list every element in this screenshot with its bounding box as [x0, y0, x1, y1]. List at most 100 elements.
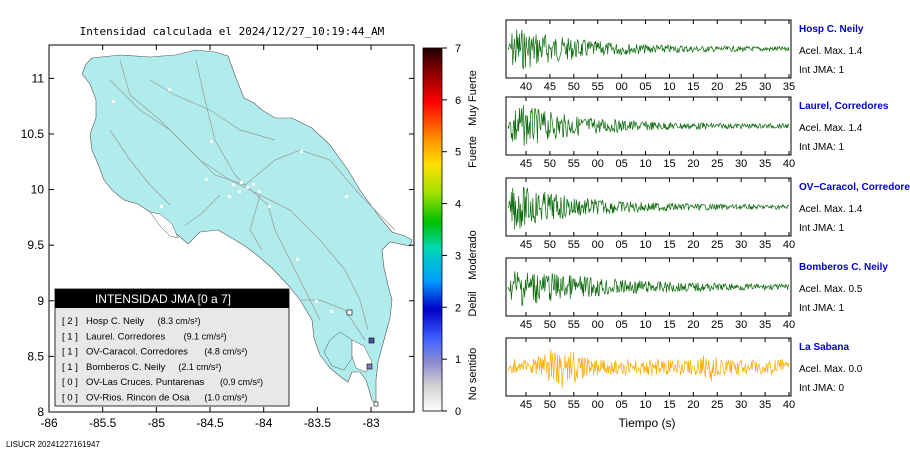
waveform-xlabel: Tiempo (s) [619, 416, 676, 430]
waveform-tick-label: 35 [783, 81, 795, 93]
colorbar-labels: Muy Fuerte Fuerte Moderado Debil No sent… [467, 70, 479, 400]
legend-item-intensity: [ 1 ] [62, 331, 78, 342]
cb-label-muy-fuerte: Muy Fuerte [467, 70, 479, 126]
waveform-tick-label: 45 [520, 239, 532, 251]
waveform-tick-label: 15 [663, 239, 675, 251]
colorbar-tick-label: 7 [455, 43, 461, 55]
waveform-jma-intensity: Int JMA: 1 [799, 142, 844, 153]
waveform-tick-label: 45 [520, 319, 532, 331]
waveform-tick-label: 55 [568, 319, 580, 331]
station-ov-caracol [346, 309, 353, 316]
waveform-station-name: OV−Caracol, Corredore [799, 182, 910, 193]
colorbar-tick-label: 1 [455, 354, 461, 366]
map-ytick-label: 10 [31, 183, 45, 197]
colorbar-tick-label: 2 [455, 302, 461, 314]
waveform-tick-label: 30 [735, 158, 747, 170]
waveform-station-name: La Sabana [799, 342, 849, 353]
waveform-tick-label: 45 [520, 158, 532, 170]
waveform-tick-label: 05 [616, 239, 628, 251]
costa-rica-landmass [81, 49, 413, 406]
waveform-tick-label: 00 [592, 319, 604, 331]
waveform-tick-label: 40 [783, 399, 795, 411]
waveform-tick-label: 10 [663, 81, 675, 93]
waveform-tick-label: 30 [759, 81, 771, 93]
map-xtick-label: -83 [362, 416, 380, 430]
colorbar-ticks: 7 6 5 4 3 2 1 0 [442, 43, 461, 418]
waveform-tick-label: 20 [687, 239, 699, 251]
waveform-frame [505, 257, 792, 317]
legend-item-intensity: [ 0 ] [62, 377, 78, 388]
waveform-tick-label: 10 [639, 239, 651, 251]
town-markers [112, 88, 348, 313]
waveform-tick-label: 20 [687, 319, 699, 331]
map-xtick-label: -83.5 [304, 416, 332, 430]
waveform-peak-accel: Acel. Max. 0.0 [799, 364, 863, 375]
legend-item-intensity: [ 1 ] [62, 362, 78, 373]
waveform-tick-label: 55 [568, 239, 580, 251]
waveform-trace [507, 186, 790, 230]
colorbar-tick-label: 4 [455, 199, 461, 211]
waveform-tick-label: 50 [568, 81, 580, 93]
waveform-tick-label: 35 [759, 399, 771, 411]
waveform-tick-label: 40 [783, 319, 795, 331]
waveform-tick-label: 10 [639, 399, 651, 411]
map-ytick-label: 8.5 [27, 349, 44, 363]
legend-item-intensity: [ 0 ] [62, 393, 78, 404]
waveform-jma-intensity: Int JMA: 1 [799, 65, 844, 76]
waveform-tick-label: 50 [544, 319, 556, 331]
intensity-legend: INTENSIDAD JMA [0 a 7] [ 2 ] Hosp C. Neil… [54, 288, 290, 407]
waveform-tick-label: 30 [735, 319, 747, 331]
waveform-tick-label: 15 [663, 319, 675, 331]
map-xtick-label: -85.5 [89, 416, 117, 430]
waveform-tick-label: 45 [544, 81, 556, 93]
map-ytick-label: 8 [37, 405, 44, 419]
waveform-trace [507, 105, 790, 146]
waveform-tick-label: 00 [616, 81, 628, 93]
waveform-tick-label: 35 [759, 158, 771, 170]
waveform-tick-label: 05 [639, 81, 651, 93]
map-xtick-label: -84.5 [196, 416, 224, 430]
cb-label-moderado: Moderado [467, 230, 479, 280]
waveform-tick-label: 15 [663, 399, 675, 411]
waveform-jma-intensity: Int JMA: 1 [799, 303, 844, 314]
waveform-tick-label: 05 [616, 319, 628, 331]
map-ytick-label: 10.5 [21, 127, 45, 141]
colorbar-tick-label: 6 [455, 95, 461, 107]
waveform-tick-label: 50 [544, 399, 556, 411]
legend-item-station: OV-Caracol. Corredores [86, 347, 188, 358]
waveform-frame [505, 337, 792, 397]
legend-title: INTENSIDAD JMA [0 a 7] [95, 292, 231, 306]
waveform-tick-label: 15 [687, 81, 699, 93]
waveform-tick-label: 25 [711, 399, 723, 411]
map-xtick-label: -85 [148, 416, 166, 430]
legend-item-intensity: [ 2 ] [62, 316, 78, 327]
station-markers [346, 309, 379, 407]
waveform-station-name: Hosp C. Neily [799, 24, 864, 35]
legend-item-station: Bomberos C. Neily [86, 362, 165, 373]
waveform-tick-label: 50 [544, 158, 556, 170]
map-x-axis: -86 -85.5 -85 -84.5 -84 -83.5 -83 [40, 45, 380, 430]
waveform-station-name: Bomberos C. Neily [799, 262, 888, 273]
waveform-tick-label: 10 [639, 319, 651, 331]
waveform-tick-label: 05 [616, 399, 628, 411]
waveform-panel: 45 50 55 00 05 10 15 20 25 30 35 40 Laurel, Corredor… [505, 96, 889, 170]
waveform-tick-label: 25 [711, 319, 723, 331]
legend-item-intensity: [ 1 ] [62, 347, 78, 358]
waveform-station-name: Laurel, Corredores [799, 101, 889, 112]
waveform-panels: 40 45 50 55 00 05 10 15 20 25 30 35 Hosp C. Neily Ace… [505, 19, 910, 411]
colorbar-tick-label: 3 [455, 250, 461, 262]
waveform-tick-label: 30 [735, 239, 747, 251]
legend-item-accel: (0.9 cm/s²) [220, 377, 263, 387]
cb-label-debil: Debil [467, 291, 479, 316]
road-network [109, 59, 396, 341]
waveform-panel: 45 50 55 00 05 10 15 20 25 30 35 40 La Sabana Acel. M… [505, 337, 863, 411]
waveform-tick-label: 30 [735, 399, 747, 411]
legend-item-accel: (1.0 cm/s²) [204, 393, 247, 403]
cb-label-fuerte: Fuerte [467, 136, 479, 168]
map-xtick-label: -84 [255, 416, 273, 430]
legend-item-station: OV-Las Cruces. Puntarenas [86, 377, 205, 388]
colorbar-tick-label: 0 [455, 406, 461, 418]
waveform-tick-label: 25 [711, 158, 723, 170]
waveform-tick-label: 00 [592, 239, 604, 251]
